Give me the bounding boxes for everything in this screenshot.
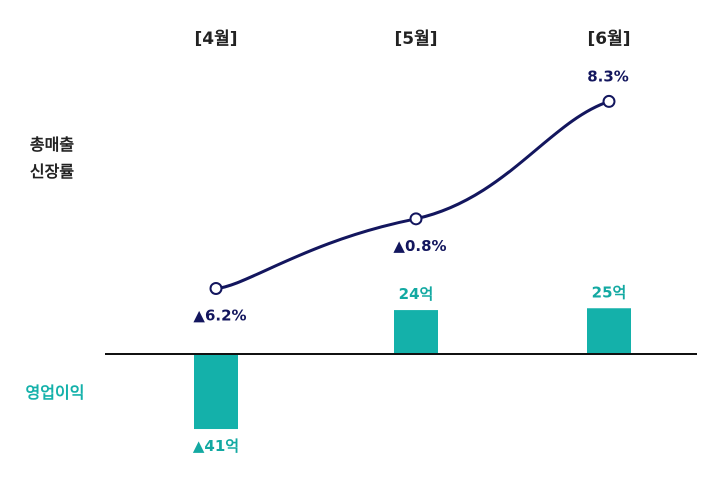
bar-operating-profit — [394, 310, 438, 354]
row-label-line-2: 신장률 — [30, 162, 74, 181]
row-label-bar: 영업이익 — [26, 383, 85, 402]
bar-data-label: 25억 — [592, 283, 627, 301]
growth-rate-label: ▲0.8% — [393, 237, 446, 255]
bar-operating-profit — [587, 308, 631, 354]
growth-rate-point — [602, 94, 616, 108]
growth-rate-point — [409, 212, 423, 226]
growth-rate-label: 8.3% — [587, 67, 629, 85]
bar-data-label: ▲41억 — [193, 437, 239, 455]
month-label: [4월] — [194, 29, 237, 49]
growth-rate-label: ▲6.2% — [193, 306, 246, 324]
bar-operating-profit — [194, 354, 238, 430]
growth-rate-line — [214, 99, 611, 290]
month-label: [5월] — [394, 29, 437, 49]
growth-rate-point — [209, 281, 223, 295]
row-label-line-1: 총매출 — [30, 135, 74, 154]
bar-data-label: 24억 — [399, 285, 434, 303]
month-label: [6월] — [587, 29, 630, 49]
